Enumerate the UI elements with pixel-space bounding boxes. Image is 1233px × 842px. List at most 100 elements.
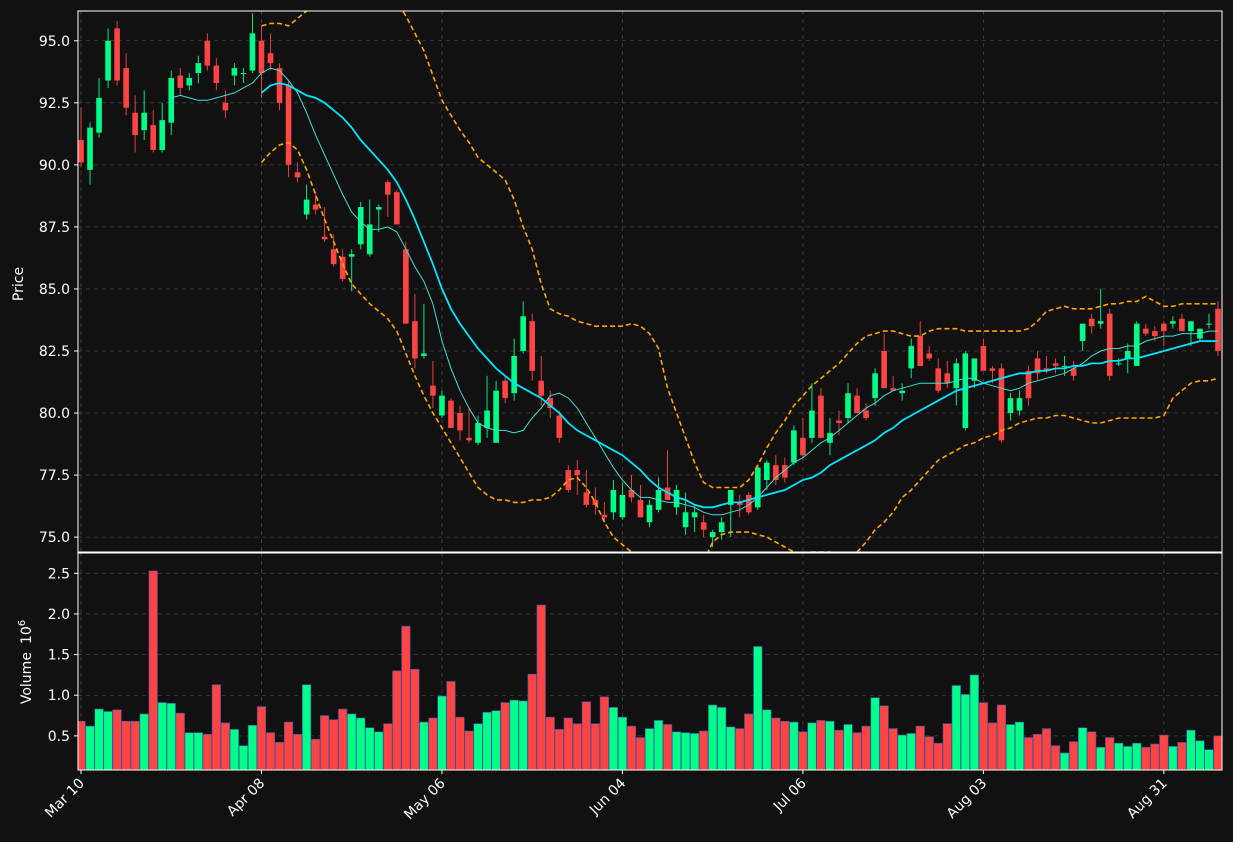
candle-body bbox=[1215, 308, 1221, 351]
candle-body bbox=[854, 395, 860, 414]
candle-body bbox=[754, 467, 761, 508]
volume-bar bbox=[211, 684, 221, 770]
volume-bar bbox=[329, 719, 339, 770]
volume-bar bbox=[807, 722, 817, 770]
candle-body bbox=[1133, 323, 1140, 366]
volume-bar bbox=[78, 720, 86, 770]
candle-body bbox=[782, 465, 788, 478]
candle-body bbox=[231, 68, 238, 76]
candle-body bbox=[484, 410, 490, 428]
volume-bar bbox=[563, 717, 573, 770]
volume-bar bbox=[1168, 746, 1178, 770]
candle-body bbox=[764, 462, 770, 481]
volume-bar bbox=[238, 745, 249, 770]
candle-body bbox=[1034, 358, 1041, 374]
volume-bar bbox=[1060, 752, 1070, 770]
volume-bar bbox=[356, 717, 366, 770]
price-tick-label: 85.0 bbox=[39, 282, 70, 298]
volume-bar bbox=[184, 732, 194, 770]
candle-body bbox=[1088, 318, 1095, 327]
volume-bar bbox=[1123, 746, 1133, 770]
volume-bar bbox=[1186, 729, 1196, 770]
candle-body bbox=[935, 368, 942, 391]
price-tick-label: 80.0 bbox=[39, 406, 70, 422]
volume-bar bbox=[852, 732, 862, 770]
candle-body bbox=[1079, 323, 1086, 342]
candle-body bbox=[1124, 350, 1131, 359]
candle-body bbox=[511, 355, 517, 394]
candle-body bbox=[1188, 321, 1194, 332]
volume-bar bbox=[753, 646, 763, 770]
candle-body bbox=[908, 346, 914, 369]
price-tick-label: 95.0 bbox=[39, 34, 70, 50]
volume-bar bbox=[265, 732, 276, 770]
candle-body bbox=[1170, 321, 1176, 324]
candle-body bbox=[547, 398, 554, 409]
price-tick-label: 92.5 bbox=[39, 96, 70, 112]
volume-bar bbox=[626, 725, 637, 770]
candle-body bbox=[150, 125, 156, 150]
volume-bar bbox=[283, 721, 294, 770]
candle-body bbox=[303, 199, 310, 215]
candle-body bbox=[258, 40, 265, 74]
candle-body bbox=[953, 363, 960, 389]
price-tick-label: 82.5 bbox=[39, 344, 70, 360]
candles-layer bbox=[78, 13, 1221, 548]
volume-bar bbox=[85, 725, 95, 770]
price-tick-label: 77.5 bbox=[39, 468, 70, 484]
candle-body bbox=[800, 437, 806, 456]
bollinger-lower-line bbox=[260, 141, 1219, 552]
volume-bar bbox=[771, 717, 781, 770]
volume-bar bbox=[978, 702, 988, 770]
volume-bar bbox=[1078, 727, 1088, 770]
candle-body bbox=[872, 373, 878, 399]
candle-body bbox=[809, 410, 815, 438]
volume-bar bbox=[1213, 735, 1222, 770]
volume-bars-layer bbox=[78, 570, 1222, 770]
volume-bar bbox=[996, 704, 1007, 770]
candle-body bbox=[646, 504, 653, 523]
candle-body bbox=[1115, 363, 1122, 365]
volume-bar bbox=[527, 673, 537, 770]
volume-bar bbox=[1105, 737, 1115, 770]
volume-bar bbox=[572, 723, 582, 770]
candle-body bbox=[276, 68, 283, 103]
candle-body bbox=[394, 192, 400, 225]
candle-body bbox=[890, 388, 896, 391]
candle-body bbox=[448, 400, 454, 428]
volume-bar bbox=[1132, 742, 1142, 770]
candle-body bbox=[475, 422, 481, 443]
volume-bar bbox=[1195, 740, 1205, 770]
volume-bar bbox=[843, 724, 853, 770]
candle-body bbox=[1016, 398, 1023, 411]
volume-bar bbox=[690, 733, 700, 770]
volume-bar bbox=[130, 720, 140, 770]
volume-bar bbox=[897, 734, 907, 770]
volume-bar bbox=[437, 695, 447, 770]
candle-body bbox=[962, 353, 969, 428]
candle-body bbox=[1043, 368, 1050, 371]
candle-body bbox=[78, 140, 84, 163]
candle-body bbox=[123, 68, 129, 108]
candle-body bbox=[863, 410, 869, 418]
volume-bar bbox=[681, 732, 691, 770]
candle-body bbox=[881, 350, 887, 389]
candle-body bbox=[989, 368, 996, 371]
volume-bar bbox=[617, 716, 628, 770]
volume-bar bbox=[1159, 734, 1169, 770]
volume-bar bbox=[942, 723, 952, 770]
candle-body bbox=[375, 207, 382, 210]
volume-bar bbox=[320, 715, 330, 770]
volume-bar bbox=[726, 726, 736, 770]
volume-bar bbox=[554, 729, 564, 770]
price-tick-label: 90.0 bbox=[39, 158, 70, 174]
volume-axis-label: Volume106 bbox=[17, 620, 35, 704]
volume-bar bbox=[653, 720, 664, 770]
candle-body bbox=[466, 437, 472, 441]
volume-bar bbox=[103, 711, 113, 770]
candle-body bbox=[502, 380, 508, 399]
volume-bar bbox=[302, 684, 312, 770]
volume-bar bbox=[193, 732, 203, 770]
volume-bar bbox=[464, 730, 474, 770]
volume-tick-label: 1.5 bbox=[48, 648, 70, 664]
